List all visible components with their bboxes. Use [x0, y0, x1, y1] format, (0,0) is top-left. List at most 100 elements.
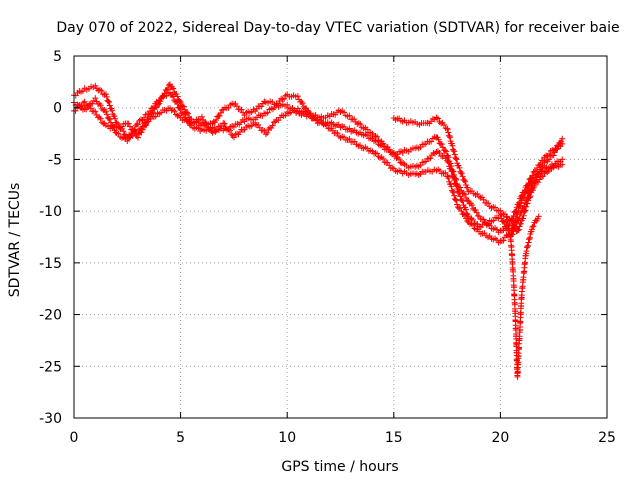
data-point: [92, 108, 99, 115]
data-point: [176, 97, 183, 104]
data-point: [540, 173, 547, 180]
y-axis-title: SDTVAR / TECUs: [7, 183, 23, 298]
data-point: [518, 220, 525, 227]
data-point: [163, 86, 170, 93]
data-point: [513, 213, 520, 220]
data-point: [529, 172, 536, 179]
data-point: [174, 101, 181, 108]
data-point: [458, 170, 465, 177]
data-point: [262, 131, 269, 138]
data-point: [512, 208, 519, 215]
data-point: [449, 142, 456, 149]
data-point: [124, 138, 131, 145]
data-point: [146, 107, 153, 114]
x-tick-label: 0: [70, 430, 79, 446]
data-point: [139, 126, 146, 133]
data-point: [444, 152, 451, 159]
data-point: [106, 98, 113, 105]
data-point: [528, 175, 535, 182]
y-tick-label: -15: [39, 256, 62, 272]
data-point: [198, 113, 205, 120]
data-point: [459, 198, 466, 205]
data-point: [464, 184, 471, 191]
data-point: [553, 146, 560, 153]
data-point: [512, 207, 519, 214]
data-point: [524, 182, 531, 189]
x-tick-label: 15: [385, 430, 403, 446]
data-point: [299, 100, 306, 107]
x-tick-label: 25: [598, 430, 616, 446]
data-point: [445, 129, 452, 136]
data-point: [111, 113, 118, 120]
data-point: [97, 115, 104, 122]
data-point: [531, 182, 538, 189]
data-point: [521, 207, 528, 214]
data-point: [150, 104, 157, 111]
data-point: [516, 223, 523, 230]
data-point: [446, 133, 453, 140]
data-point: [177, 106, 184, 113]
data-point: [472, 206, 479, 213]
data-point: [464, 217, 471, 224]
data-point: [485, 200, 492, 207]
data-point: [462, 178, 469, 185]
data-point: [451, 171, 458, 178]
data-point: [134, 121, 141, 128]
data-point: [435, 136, 442, 143]
data-point: [213, 116, 220, 123]
data-point: [558, 138, 565, 145]
data-point: [538, 173, 545, 180]
data-point: [537, 161, 544, 168]
data-point: [221, 120, 228, 127]
data-point: [559, 161, 566, 168]
plot-frame: [73, 55, 608, 419]
data-point: [510, 212, 517, 219]
data-layer: [71, 81, 566, 380]
data-point: [516, 199, 523, 206]
data-point: [103, 93, 110, 100]
data-point: [462, 206, 469, 213]
data-point: [500, 237, 507, 244]
data-point: [129, 126, 136, 133]
data-point: [357, 121, 364, 128]
data-point: [464, 197, 471, 204]
data-point: [225, 126, 232, 133]
data-point: [468, 202, 475, 209]
data-point: [459, 173, 466, 180]
data-point: [134, 134, 141, 141]
data-point: [145, 111, 152, 118]
data-point: [120, 128, 127, 135]
data-point: [203, 120, 210, 127]
chart-title: Day 070 of 2022, Sidereal Day-to-day VTE…: [56, 20, 619, 36]
data-point: [217, 109, 224, 116]
data-point: [428, 138, 435, 145]
data-point: [460, 190, 467, 197]
data-point: [441, 147, 448, 154]
data-point: [441, 121, 448, 128]
data-point: [527, 193, 534, 200]
data-point: [334, 130, 341, 137]
data-point: [444, 126, 451, 133]
data-point: [535, 179, 542, 186]
data-point: [525, 179, 532, 186]
data-point: [126, 134, 133, 141]
data-point: [105, 98, 112, 105]
data-point: [200, 116, 207, 123]
data-point: [374, 138, 381, 145]
data-point: [442, 169, 449, 176]
data-point: [183, 109, 190, 116]
data-point: [112, 115, 119, 122]
y-tick-label: -25: [39, 359, 62, 375]
data-point: [346, 112, 353, 119]
data-point: [92, 95, 99, 102]
data-point: [97, 102, 104, 109]
data-point: [282, 112, 289, 119]
data-point: [158, 95, 165, 102]
data-point: [173, 90, 180, 97]
data-point: [559, 140, 566, 147]
data-point: [460, 211, 467, 218]
data-point: [450, 168, 457, 175]
data-point: [550, 152, 557, 159]
